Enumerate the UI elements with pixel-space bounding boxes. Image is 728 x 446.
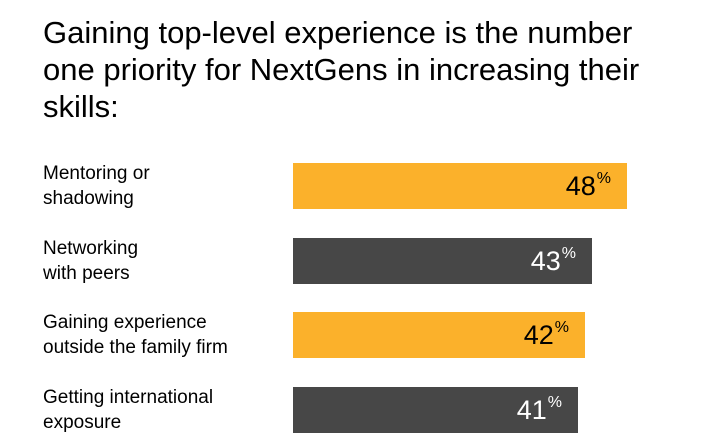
category-label: Getting international exposure (43, 386, 214, 433)
category-label: Mentoring or shadowing (43, 163, 150, 209)
data-label: 42% (524, 312, 569, 358)
data-label: 41% (517, 387, 562, 433)
bar: 43% (293, 237, 592, 284)
bar: 41% (293, 386, 578, 433)
data-label-unit: % (561, 244, 576, 262)
data-label-value: 42 (523, 320, 554, 350)
bar: 48% (293, 163, 627, 209)
data-label-value: 48 (565, 171, 596, 201)
data-label: 48% (566, 163, 611, 209)
data-label-value: 43 (530, 245, 561, 276)
chart-title: Gaining top-level experience is the numb… (43, 15, 640, 124)
data-label-value: 41 (516, 394, 547, 425)
category-label: Networking with peers (43, 237, 139, 284)
bar: 42% (293, 312, 585, 358)
category-label: Gaining experience outside the family fi… (43, 312, 228, 358)
data-label-unit: % (596, 170, 611, 187)
data-label: 43% (531, 238, 576, 284)
data-label-unit: % (547, 393, 562, 411)
data-label-unit: % (554, 319, 569, 336)
